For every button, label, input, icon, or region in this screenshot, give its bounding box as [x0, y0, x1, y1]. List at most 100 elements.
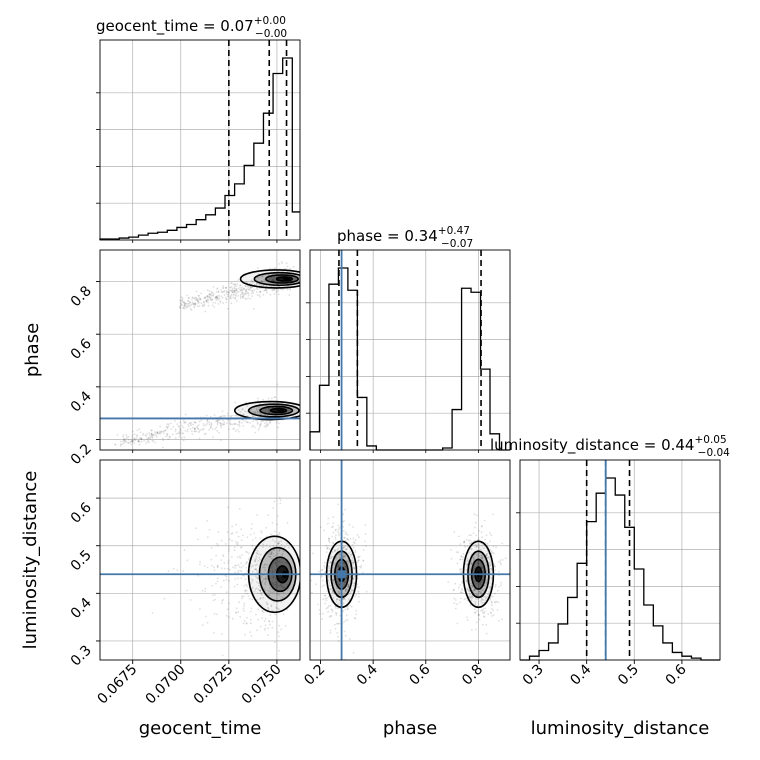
- sample-point: [245, 561, 248, 563]
- sample-point: [140, 438, 143, 440]
- sample-point: [240, 577, 243, 580]
- sample-point: [490, 550, 493, 553]
- sample-point: [203, 301, 205, 303]
- sample-point: [225, 579, 228, 581]
- sample-point: [202, 301, 205, 304]
- sample-point: [286, 589, 289, 592]
- sample-point: [480, 525, 483, 528]
- sample-point: [269, 533, 272, 535]
- sample-point: [217, 298, 220, 301]
- sample-point: [472, 568, 475, 571]
- sample-point: [264, 289, 267, 292]
- sample-point: [465, 579, 468, 582]
- sample-point: [330, 561, 332, 564]
- sample-point: [168, 436, 171, 439]
- sample-point: [473, 589, 476, 592]
- sample-point: [239, 290, 242, 292]
- sample-point: [354, 595, 357, 598]
- sample-point: [257, 410, 260, 413]
- sample-point: [225, 591, 228, 594]
- sample-point: [251, 578, 254, 581]
- sample-point: [466, 599, 469, 602]
- sample-point: [194, 302, 197, 305]
- sample-point: [338, 552, 341, 555]
- sample-point: [328, 565, 330, 568]
- sample-point: [269, 614, 272, 617]
- sample-point: [343, 536, 346, 539]
- sample-point: [330, 615, 332, 617]
- sample-point: [187, 300, 190, 303]
- sample-point: [249, 286, 252, 288]
- sample-point: [156, 432, 159, 435]
- sample-point: [459, 591, 462, 594]
- sample-point: [235, 293, 237, 296]
- sample-point: [231, 282, 233, 285]
- sample-point: [258, 284, 261, 286]
- sample-point: [216, 422, 219, 425]
- sample-point: [151, 612, 154, 614]
- sample-point: [472, 568, 475, 571]
- sample-point: [469, 539, 472, 542]
- sample-point: [166, 426, 169, 429]
- sample-point: [459, 558, 462, 561]
- sample-point: [274, 562, 277, 564]
- sample-point: [213, 569, 216, 572]
- sample-point: [216, 420, 219, 422]
- sample-point: [476, 554, 479, 557]
- sample-point: [268, 594, 271, 597]
- sample-point: [347, 561, 350, 564]
- sample-point: [232, 291, 235, 294]
- sample-point: [179, 428, 182, 431]
- sample-point: [229, 422, 232, 425]
- sample-point: [249, 282, 252, 285]
- sample-point: [124, 441, 127, 444]
- sample-point: [266, 424, 269, 427]
- sample-point: [276, 593, 278, 595]
- sample-point: [206, 419, 209, 421]
- sample-point: [259, 423, 262, 426]
- sample-point: [268, 408, 270, 411]
- sample-point: [338, 593, 341, 596]
- sample-point: [273, 583, 276, 586]
- sample-point: [292, 265, 295, 268]
- sample-point: [491, 604, 493, 606]
- sample-point: [260, 422, 262, 425]
- sample-point: [463, 544, 466, 547]
- sample-point: [277, 542, 280, 545]
- sample-point: [492, 595, 494, 598]
- sample-point: [482, 579, 484, 582]
- sample-point: [486, 542, 489, 545]
- sample-point: [336, 530, 339, 533]
- sample-point: [263, 278, 266, 281]
- sample-point: [274, 641, 276, 644]
- sample-point: [244, 285, 247, 287]
- sample-point: [253, 411, 256, 413]
- sample-point: [334, 529, 337, 532]
- sample-point: [277, 631, 280, 634]
- sample-point: [273, 267, 276, 270]
- sample-point: [183, 305, 186, 308]
- sample-point: [193, 303, 195, 305]
- sample-point: [195, 290, 198, 293]
- sample-point: [271, 620, 274, 623]
- sample-point: [466, 559, 469, 561]
- sample-point: [347, 605, 349, 608]
- sample-point: [179, 304, 182, 307]
- sample-point: [235, 300, 238, 302]
- sample-point: [182, 570, 185, 572]
- sample-point: [261, 617, 264, 619]
- sample-point: [275, 581, 278, 584]
- sample-point: [478, 584, 480, 586]
- sample-point: [236, 288, 238, 290]
- sample-point: [219, 422, 222, 425]
- sample-point: [129, 440, 132, 443]
- sample-point: [460, 555, 463, 558]
- x-axis-label-luminosity-distance: luminosity_distance: [531, 718, 710, 739]
- sample-point: [256, 397, 259, 400]
- sample-point: [264, 582, 266, 584]
- sample-point: [258, 276, 261, 278]
- sample-point: [257, 406, 260, 409]
- sample-point: [244, 590, 247, 592]
- sample-point: [228, 428, 230, 430]
- sample-point: [344, 598, 346, 600]
